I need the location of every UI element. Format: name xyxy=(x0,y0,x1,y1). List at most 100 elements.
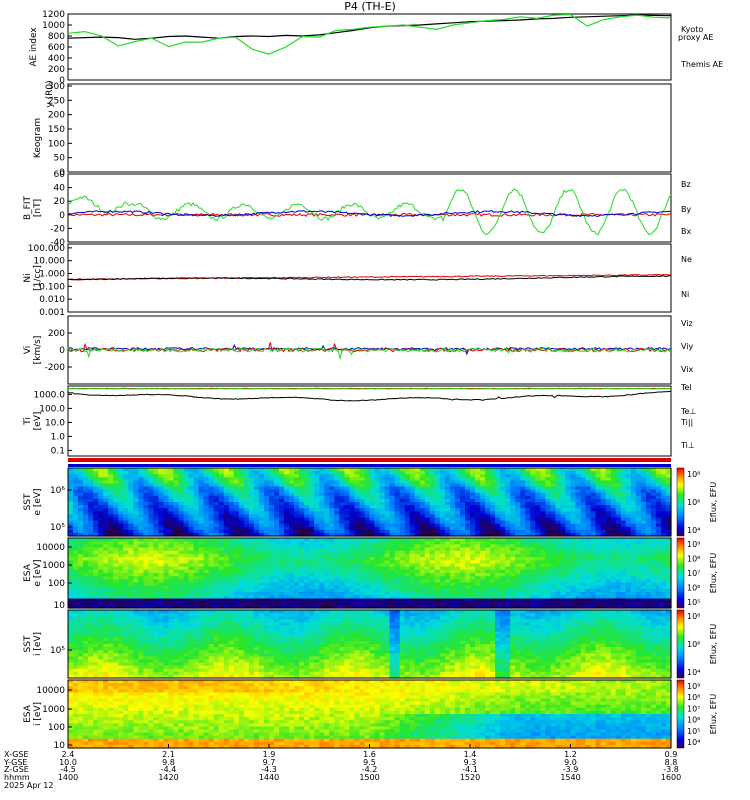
spectrogram-cell xyxy=(243,569,250,574)
spectrogram-cell xyxy=(83,557,89,561)
spectrogram-cell xyxy=(279,553,285,558)
spectrogram-cell xyxy=(364,573,371,577)
spectrogram-cell xyxy=(585,520,592,525)
spectrogram-cell xyxy=(449,544,456,549)
spectrogram-cell xyxy=(540,468,546,472)
spectrogram-cell xyxy=(354,505,360,509)
spectrogram-cell xyxy=(384,529,391,534)
spectrogram-cell xyxy=(304,579,310,584)
spectrogram-cell xyxy=(213,486,220,491)
spectrogram-cell xyxy=(379,511,386,515)
spectrogram-cell xyxy=(389,563,396,568)
spectrogram-cell xyxy=(168,517,175,522)
spectrogram-cell xyxy=(374,563,381,568)
spectrogram-cell xyxy=(645,471,652,475)
spectrogram-cell xyxy=(289,474,295,478)
spectrogram-cell xyxy=(364,526,371,531)
spectrogram-cell xyxy=(163,547,170,552)
spectrogram-cell xyxy=(600,526,607,531)
spectrogram-cell xyxy=(248,532,255,537)
spectrogram-cell xyxy=(264,576,270,580)
spectrogram-cell xyxy=(193,498,200,503)
spectrogram-cell xyxy=(565,486,572,491)
spectrogram-cell xyxy=(208,532,215,537)
spectrogram-cell xyxy=(520,495,526,500)
spectrogram-cell xyxy=(384,492,391,497)
spectrogram-cell xyxy=(248,563,255,568)
spectrogram-cell xyxy=(274,538,280,542)
spectrogram-cell xyxy=(645,526,652,531)
spectrogram-cell xyxy=(73,514,79,519)
spectrogram-cell xyxy=(419,541,426,545)
spectrogram-cell xyxy=(238,508,245,512)
spectrogram-cell xyxy=(314,563,320,568)
spectrogram-cell xyxy=(645,505,652,509)
spectrogram-cell xyxy=(434,471,441,475)
spectrogram-cell xyxy=(374,573,381,577)
spectrogram-cell xyxy=(178,544,185,549)
spectrogram-cell xyxy=(228,579,235,584)
spectrogram-cell xyxy=(143,514,149,519)
spectrogram-cell xyxy=(595,498,602,503)
spectrogram-cell xyxy=(359,529,366,534)
spectrogram-cell xyxy=(233,486,240,491)
spectrogram-cell xyxy=(500,474,506,478)
spectrogram-cell xyxy=(424,563,431,568)
spectrogram-cell xyxy=(269,529,275,534)
spectrogram-cell xyxy=(439,538,446,542)
spectrogram-cell xyxy=(650,502,657,506)
spectrogram-cell xyxy=(449,486,456,491)
spectrogram-cell xyxy=(510,468,516,472)
spectrogram-cell xyxy=(570,514,577,519)
spectrogram-cell xyxy=(123,585,129,590)
spectrogram-cell xyxy=(495,526,501,531)
spectrogram-cell xyxy=(349,541,355,545)
spectrogram-cell xyxy=(113,595,119,600)
spectrogram-cell xyxy=(439,489,446,494)
spectrogram-cell xyxy=(570,502,577,506)
spectrogram-cell xyxy=(384,595,391,600)
spectrogram-cell xyxy=(289,468,295,472)
spectrogram-cell xyxy=(243,502,250,506)
spectrogram-cell xyxy=(399,588,406,593)
spectrogram-cell xyxy=(284,520,290,525)
spectrogram-cell xyxy=(359,517,366,522)
spectrogram-cell xyxy=(248,557,255,561)
spectrogram-cell xyxy=(284,557,290,561)
spectrogram-cell xyxy=(269,560,275,565)
spectrogram-cell xyxy=(545,489,551,494)
spectrogram-cell xyxy=(409,526,416,531)
spectrogram-cell xyxy=(158,601,164,606)
spectrogram-cell xyxy=(565,505,572,509)
spectrogram-cell xyxy=(635,477,642,481)
spectrogram-cell xyxy=(364,541,371,545)
spectrogram-cell xyxy=(279,526,285,531)
spectrogram-cell xyxy=(404,474,411,478)
spectrogram-cell xyxy=(173,592,180,596)
spectrogram-cell xyxy=(389,598,396,603)
series-line-green xyxy=(67,13,672,55)
spectrogram-cell xyxy=(218,489,225,494)
spectrogram-cell xyxy=(309,517,315,522)
spectrogram-cell xyxy=(289,547,295,552)
spectrogram-cell xyxy=(404,538,411,542)
spectrogram-cell xyxy=(178,483,185,488)
spectrogram-cell xyxy=(545,523,551,528)
spectrogram-cell xyxy=(419,532,426,537)
spectrogram-cell xyxy=(424,471,431,475)
spectrogram-cell xyxy=(444,547,451,552)
spectrogram-cell xyxy=(279,560,285,565)
spectrogram-cell xyxy=(600,483,607,488)
spectrogram-cell xyxy=(158,532,164,537)
spectrogram-cell xyxy=(640,474,647,478)
spectrogram-cell xyxy=(434,532,441,537)
spectrogram-cell xyxy=(434,557,441,561)
spectrogram-cell xyxy=(133,489,139,494)
spectrogram-cell xyxy=(253,563,260,568)
spectrogram-cell xyxy=(630,511,637,515)
spectrogram-cell xyxy=(560,532,567,537)
spectrogram-cell xyxy=(480,498,486,503)
spectrogram-cell xyxy=(369,483,376,488)
spectrogram-cell xyxy=(550,511,556,515)
spectrogram-cell xyxy=(243,508,250,512)
